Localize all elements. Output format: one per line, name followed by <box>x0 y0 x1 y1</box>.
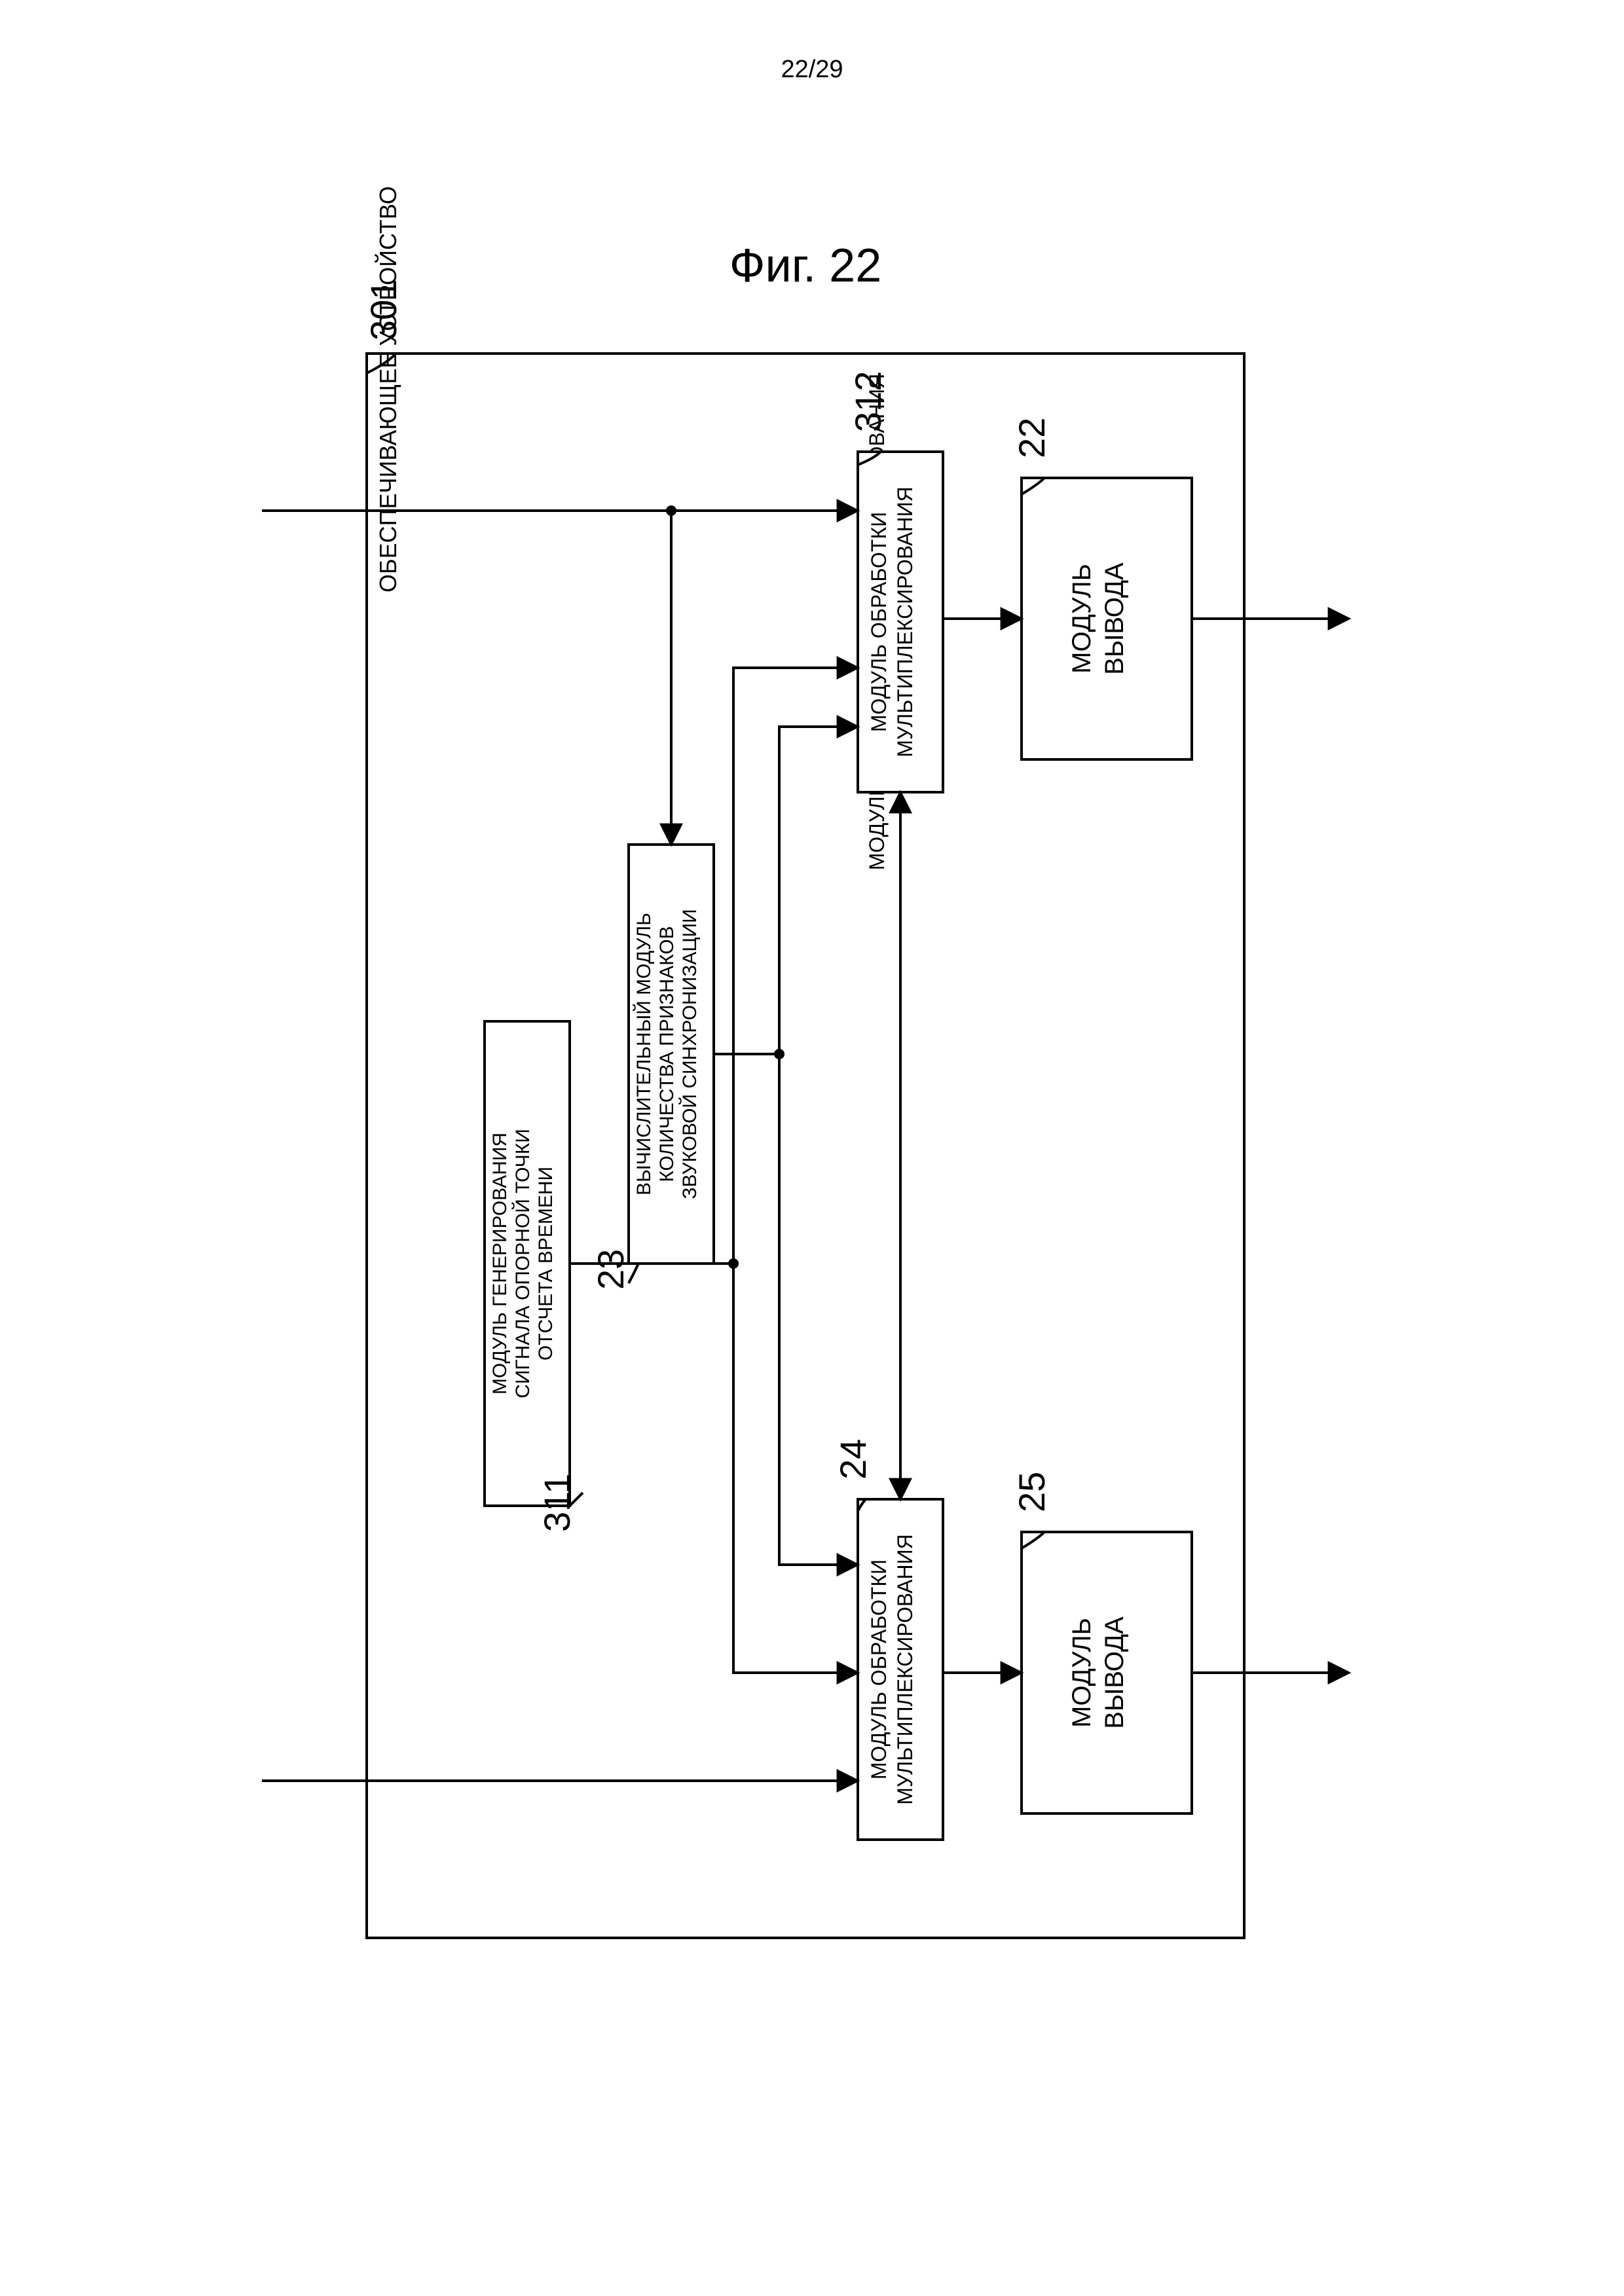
block-b311-line2: СИГНАЛА ОПОРНОЙ ТОЧКИ <box>511 1129 534 1398</box>
block-b25-line1: МОДУЛЬ <box>1067 1618 1096 1728</box>
container-label: ОБЕСПЕЧИВАЮЩЕЕ УСТРОЙСТВО <box>374 186 401 592</box>
block-b24-line2: МУЛЬТИПЛЕКСИРОВАНИЯ <box>893 1534 917 1804</box>
block-b311-line3: ОТСЧЕТА ВРЕМЕНИ <box>535 1167 557 1360</box>
block-b24-line1: МОДУЛЬ ОБРАБОТКИ <box>867 1559 891 1779</box>
figure-title: Фиг. 22 <box>729 240 882 292</box>
block-b312-line2: МУЛЬТИПЛЕКСИРОВАНИЯ <box>893 486 917 757</box>
page-number: 22/29 <box>0 56 1624 84</box>
block-b23-line2: КОЛИЧЕСТВА ПРИЗНАКОВ <box>656 926 678 1182</box>
page: 22/29 Фиг. 22 301 ОБЕСПЕЧИВАЮЩЕЕ УСТРОЙС… <box>0 0 1624 2296</box>
block-b24-ref: 24 <box>832 1439 874 1480</box>
diagram-canvas: Фиг. 22 301 ОБЕСПЕЧИВАЮЩЕЕ УСТРОЙСТВО МО… <box>0 0 1624 2296</box>
block-b312-ref: 312 <box>847 371 889 432</box>
block-b23-line1: ВЫЧИСЛИТЕЛЬНЫЙ МОДУЛЬ <box>633 913 655 1195</box>
block-b22-line2: ВЫВОДА <box>1100 562 1129 675</box>
block-b23-line3: ЗВУКОВОЙ СИНХРОНИЗАЦИИ <box>678 909 701 1199</box>
block-b312-line1: МОДУЛЬ ОБРАБОТКИ <box>867 512 891 732</box>
block-b22-line1: МОДУЛЬ <box>1067 564 1096 674</box>
block-b25-line2: ВЫВОДА <box>1100 1616 1129 1729</box>
block-b25-ref: 25 <box>1011 1472 1052 1512</box>
block-b22-ref: 22 <box>1011 418 1052 458</box>
block-b311-line1: МОДУЛЬ ГЕНЕРИРОВАНИЯ <box>489 1133 511 1394</box>
block-b23-ref: 23 <box>590 1249 631 1290</box>
